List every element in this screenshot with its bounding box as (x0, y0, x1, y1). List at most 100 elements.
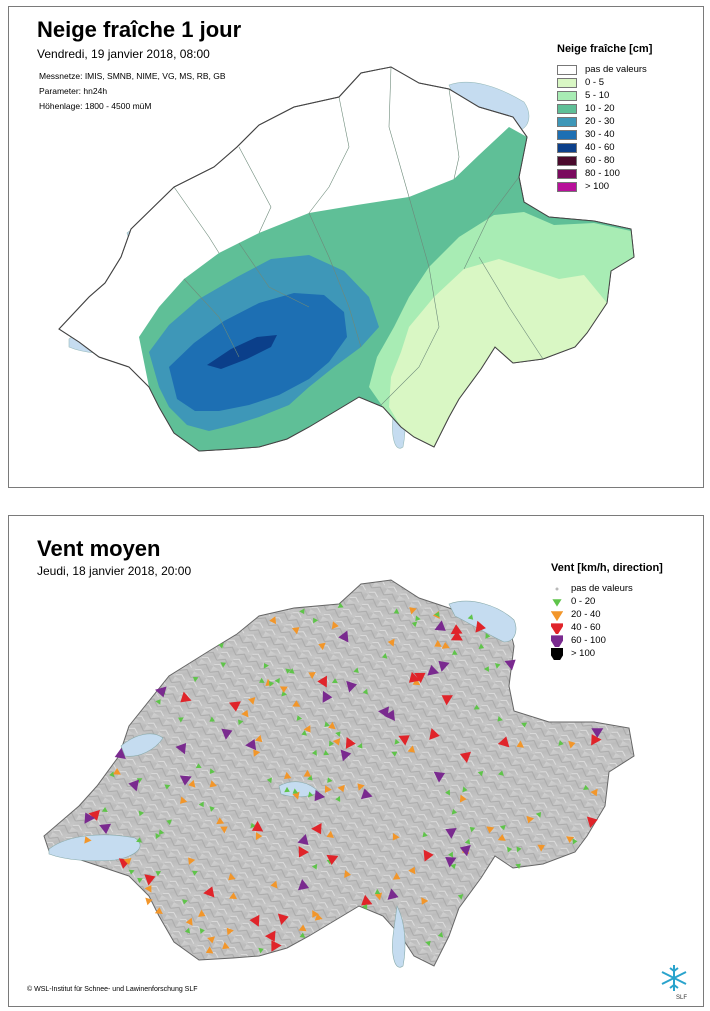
wind-arrow-icon (407, 745, 416, 753)
wind-arrow-icon (340, 749, 352, 762)
wind-arrow-icon (207, 936, 216, 944)
wind-arrow-icon (277, 913, 289, 926)
wind-arrow-icon (297, 879, 310, 891)
wind-arrow-icon (464, 838, 471, 845)
wind-arrow-icon (303, 725, 311, 733)
wind-arrow-icon (415, 615, 421, 622)
wind-arrow-icon (499, 824, 506, 831)
wind-arrow-icon (387, 888, 399, 900)
wind-arrow-icon (155, 833, 161, 840)
wind-lake-geneva (48, 834, 141, 862)
snow-legend-item: 30 - 40 (557, 128, 652, 141)
wind-arrow-icon (467, 614, 474, 620)
wind-arrow-icon (422, 831, 428, 838)
wind-arrow-icon (283, 771, 292, 779)
wind-arrow-icon (394, 738, 400, 745)
wind-arrow-icon (128, 869, 135, 875)
wind-arrow-icon (209, 780, 217, 788)
wind-arrow-icon (498, 770, 504, 776)
wind-arrow-icon (441, 642, 450, 649)
legend-label: > 100 (585, 181, 610, 192)
legend-label: > 100 (571, 648, 596, 659)
zone-0-5 (389, 259, 607, 447)
wind-arrow-icon (438, 660, 450, 672)
wind-arrow-icon (338, 630, 349, 643)
wind-arrow-icon (353, 667, 359, 673)
wind-arrow-icon (303, 769, 312, 777)
wind-arrow-icon (137, 877, 143, 884)
snow-legend-item: 0 - 5 (557, 76, 652, 89)
panel1-title: Neige fraîche 1 jour (37, 17, 242, 42)
wind-arrow-icon (495, 662, 501, 669)
wind-arrow-icon (298, 924, 307, 932)
wind-legend-arrow-icon (551, 647, 563, 660)
wind-arrow-icon (398, 735, 410, 746)
wind-arrow-icon (195, 763, 202, 769)
wind-arrow-icon (228, 873, 236, 881)
wind-arrow-icon (84, 836, 92, 844)
wind-arrow-icon (497, 834, 506, 841)
wind-arrow-icon (504, 659, 516, 671)
wind-arrow-icon (229, 892, 238, 900)
meta-parameter: Parameter: hn24h (39, 86, 108, 96)
wind-arrow-icon (218, 642, 224, 649)
wind-arrow-icon (451, 649, 458, 655)
wind-arrow-icon (291, 627, 300, 635)
legend-label: 20 - 40 (571, 609, 601, 620)
wind-arrow-icon (344, 870, 351, 878)
wind-arrow-icon (238, 719, 244, 726)
wind-arrow-icon (198, 909, 206, 917)
wind-legend-item: 60 - 100 (551, 634, 663, 647)
wind-arrow-icon (264, 930, 276, 942)
wind-arrow-icon (112, 768, 121, 775)
wind-arrow-icon (448, 851, 454, 858)
panel2-title: Vent moyen (37, 536, 161, 561)
meta-networks: Messnetze: IMIS, SMNB, NIME, VG, MS, RB,… (39, 71, 226, 81)
wind-arrow-icon (591, 734, 602, 746)
wind-arrow-icon (266, 777, 272, 784)
wind-arrow-icon (216, 817, 225, 825)
wind-arrow-icon (155, 871, 162, 877)
wind-arrow-icon (314, 789, 326, 802)
wind-arrow-icon (296, 715, 303, 721)
snow-legend-item: 60 - 80 (557, 154, 652, 167)
wind-arrow-icon (473, 704, 480, 710)
legend-label: 60 - 100 (571, 635, 606, 646)
legend-swatch (557, 181, 577, 192)
wind-arrow-icon (590, 788, 598, 797)
wind-arrow-icon (535, 811, 542, 818)
wind-arrow-icon (263, 663, 269, 669)
wind-arrow-icon (158, 829, 165, 835)
wind-arrow-icon (414, 672, 426, 684)
wind-arrow-icon (312, 910, 320, 918)
legend-label: 10 - 20 (585, 103, 615, 114)
wind-arrow-icon (537, 844, 545, 852)
wind-arrow-icon (298, 846, 309, 858)
wind-arrow-icon (437, 931, 444, 938)
wind-arrow-icon (178, 717, 184, 723)
wind-arrow-icon (84, 812, 96, 824)
legend-label: 0 - 5 (585, 77, 605, 88)
panel1-meta: Messnetze: IMIS, SMNB, NIME, VG, MS, RB,… (39, 69, 226, 114)
wind-arrow-icon (226, 927, 234, 936)
legend-label: 20 - 30 (585, 116, 615, 127)
wind-arrow-icon (459, 794, 467, 803)
wind-arrow-icon (345, 736, 356, 749)
wind-legend-title: Vent [km/h, direction] (551, 562, 663, 574)
wind-arrow-icon (292, 700, 301, 707)
wind-arrow-icon (155, 699, 161, 705)
wind-arrow-icon (258, 947, 264, 954)
wind-arrow-icon (516, 740, 524, 748)
snow-legend-item: 10 - 20 (557, 102, 652, 115)
wind-arrow-icon (337, 784, 345, 793)
wind-arrow-icon (462, 786, 468, 793)
wind-arrow-icon (392, 833, 400, 841)
wind-arrow-icon (299, 932, 306, 938)
wind-arrow-icon (155, 686, 167, 698)
snow-legend-item: 80 - 100 (557, 167, 652, 180)
wind-arrow-icon (451, 808, 458, 815)
wind-arrow-icon (259, 677, 265, 683)
wind-arrow-icon (164, 784, 171, 790)
wind-arrow-icon (469, 827, 476, 833)
wind-arrow-icon (88, 809, 100, 821)
